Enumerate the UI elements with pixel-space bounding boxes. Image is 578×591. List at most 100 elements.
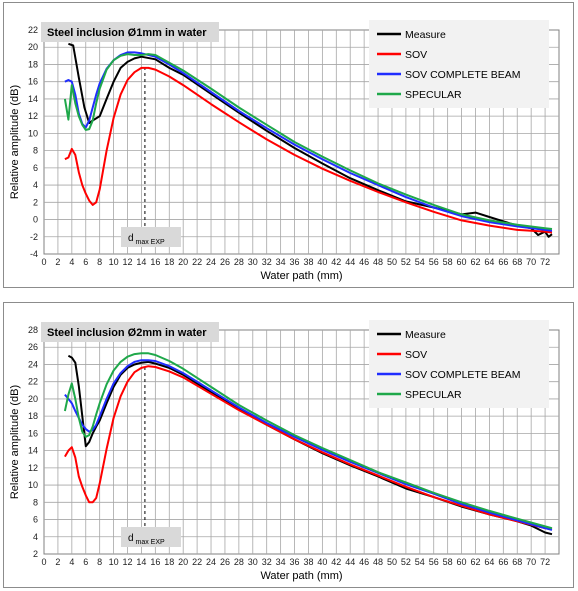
x-tick-label: 40	[317, 257, 327, 267]
x-tick-label: 8	[97, 257, 102, 267]
x-axis-title: Water path (mm)	[260, 570, 342, 582]
y-tick-label: 6	[33, 515, 38, 525]
y-tick-label: 12	[28, 111, 38, 121]
y-tick-label: 24	[28, 359, 38, 369]
y-tick-label: 18	[28, 411, 38, 421]
x-tick-label: 28	[234, 257, 244, 267]
chart-title-box	[41, 322, 219, 342]
dmax-subscript: max EXP	[134, 239, 165, 246]
y-tick-label: 6	[33, 163, 38, 173]
x-tick-label: 22	[192, 557, 202, 567]
x-tick-label: 42	[331, 557, 341, 567]
chart-panel-2: 0 2 4 6 8 10 12 14 16 18 20 22 24 26 28 30 32 34 36 38 40 42 4…	[3, 302, 574, 588]
series-line-specular	[63, 53, 553, 230]
dmax-label: d max EXP	[128, 233, 165, 246]
x-tick-label: 44	[345, 257, 355, 267]
legend-label: SOV	[405, 349, 427, 361]
y-tick-label: 20	[28, 42, 38, 52]
x-tick-label: 70	[526, 557, 536, 567]
y-tick-label: 20	[28, 394, 38, 404]
x-tick-label: 22	[192, 257, 202, 267]
x-tick-label: 34	[276, 557, 286, 567]
x-tick-label: 36	[290, 257, 300, 267]
y-tick-label: 22	[28, 377, 38, 387]
y-tick-label: 2	[33, 197, 38, 207]
x-tick-label: 16	[150, 257, 160, 267]
x-tick-label: 0	[41, 257, 46, 267]
y-tick-label: 28	[28, 325, 38, 335]
legend-label: SOV COMPLETE BEAM	[405, 69, 521, 81]
x-tick-label: 26	[220, 557, 230, 567]
x-tick-label: 20	[178, 257, 188, 267]
y-tick-label: 2	[33, 549, 38, 559]
x-axis-title: Water path (mm)	[260, 270, 342, 282]
legend-label: Measure	[405, 329, 446, 341]
legend-label: SPECULAR	[405, 389, 462, 401]
x-tick-label: 14	[136, 557, 146, 567]
x-tick-label: 60	[457, 557, 467, 567]
legend-label: SOV	[405, 49, 427, 61]
x-tick-label: 62	[470, 557, 480, 567]
x-tick-label: 36	[290, 557, 300, 567]
x-tick-label: 60	[457, 257, 467, 267]
dmax-label: d max EXP	[128, 533, 165, 546]
dmax-label-box	[121, 227, 181, 247]
x-tick-label: 18	[164, 257, 174, 267]
dmax-symbol: d	[128, 233, 134, 244]
series-line-sov-complete-beam	[64, 359, 553, 531]
x-tick-label: 48	[373, 257, 383, 267]
y-tick-label: 22	[28, 25, 38, 35]
x-tick-label: 12	[123, 557, 133, 567]
x-tick-label: 68	[512, 557, 522, 567]
x-tick-label: 48	[373, 557, 383, 567]
y-axis-title: Relative amplitude (dB)	[9, 85, 21, 199]
x-tick-label: 50	[387, 257, 397, 267]
y-tick-label: -2	[30, 232, 38, 242]
y-tick-label: 10	[28, 128, 38, 138]
x-tick-label: 50	[387, 557, 397, 567]
y-tick-label: 14	[28, 94, 38, 104]
x-tick-label: 56	[429, 557, 439, 567]
x-tick-label: 68	[512, 257, 522, 267]
x-tick-label: 0	[41, 557, 46, 567]
x-tick-label: 46	[359, 557, 369, 567]
x-tick-label: 4	[69, 557, 74, 567]
x-tick-label: 54	[415, 557, 425, 567]
x-tick-label: 32	[262, 257, 272, 267]
legend-label: SPECULAR	[405, 89, 462, 101]
x-tick-label: 58	[443, 257, 453, 267]
x-tick-label: 6	[83, 257, 88, 267]
x-tick-label: 72	[540, 557, 550, 567]
y-tick-label: 12	[28, 463, 38, 473]
x-tick-label: 42	[331, 257, 341, 267]
x-tick-label: 40	[317, 557, 327, 567]
x-tick-label: 14	[136, 257, 146, 267]
series-line-specular	[63, 352, 553, 530]
y-tick-label: 0	[33, 215, 38, 225]
x-tick-label: 62	[470, 257, 480, 267]
x-tick-label: 20	[178, 557, 188, 567]
x-tick-label: 6	[83, 557, 88, 567]
series-line-sov	[64, 365, 553, 530]
x-tick-label: 2	[55, 557, 60, 567]
y-tick-label: 16	[28, 77, 38, 87]
y-tick-label: 16	[28, 428, 38, 438]
x-tick-label: 38	[303, 557, 313, 567]
x-tick-label: 54	[415, 257, 425, 267]
y-tick-label: 4	[33, 180, 38, 190]
x-tick-label: 38	[303, 257, 313, 267]
legend-label: SOV COMPLETE BEAM	[405, 369, 521, 381]
chart-title-box	[41, 22, 219, 42]
x-tick-label: 72	[540, 257, 550, 267]
x-tick-label: 10	[109, 257, 119, 267]
x-tick-label: 66	[498, 557, 508, 567]
series-line-sov	[64, 66, 553, 234]
chart-title: Steel inclusion Ø2mm in water	[47, 327, 207, 339]
x-tick-label: 52	[401, 257, 411, 267]
legend-label: Measure	[405, 29, 446, 41]
dmax-symbol: d	[128, 533, 134, 544]
x-tick-label: 30	[248, 257, 258, 267]
x-tick-label: 66	[498, 257, 508, 267]
chart-panel-1: 0 2 4 6 8 10 12 14 16 18 20 22 24 26 28 30 32 34 36 38 40 42 4…	[3, 2, 574, 288]
x-tick-label: 44	[345, 557, 355, 567]
